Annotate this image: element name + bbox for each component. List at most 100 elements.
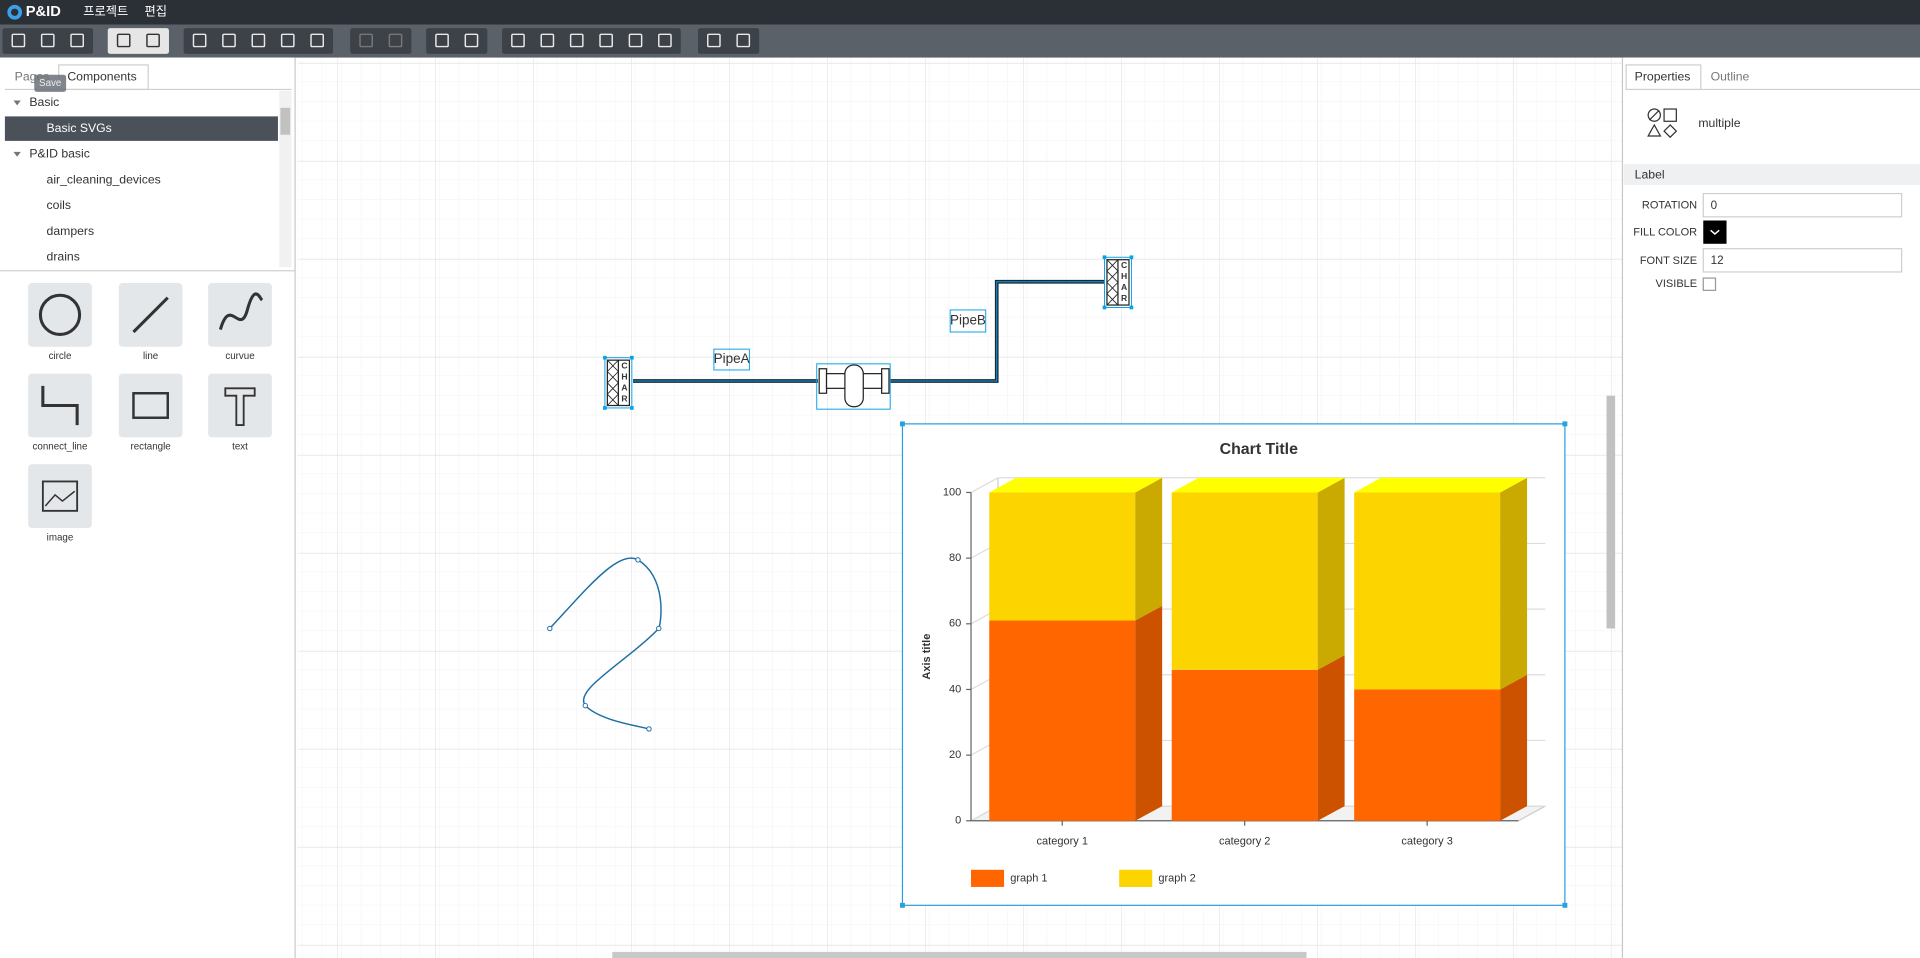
toolbar-button[interactable] <box>540 33 555 48</box>
symbol-text: C <box>1121 260 1127 270</box>
y-tick-label: 80 <box>949 552 961 564</box>
toolbar-button[interactable] <box>464 33 479 48</box>
tree-group[interactable]: P&ID basic <box>29 147 90 161</box>
bar-side <box>1500 674 1528 821</box>
legend-swatch[interactable] <box>971 869 1005 887</box>
tooltip: Save <box>39 78 61 89</box>
toolbar-button[interactable] <box>388 33 403 48</box>
symbol-cross <box>1106 259 1119 272</box>
toolbar-button[interactable] <box>707 33 721 48</box>
field-label: FILL COLOR <box>1633 227 1697 239</box>
handle <box>603 406 607 410</box>
palette-label: line <box>143 351 158 362</box>
palette-label: circle <box>49 351 72 362</box>
palette-glyph <box>224 387 256 427</box>
bar-side <box>1317 655 1345 821</box>
palette-glyph <box>41 385 79 426</box>
tab[interactable]: Properties <box>1635 69 1691 83</box>
tree-group[interactable]: Basic <box>29 95 59 109</box>
tree-toggle[interactable] <box>13 100 21 106</box>
toolbar-button[interactable] <box>146 33 160 48</box>
toolbar-button[interactable] <box>569 33 584 48</box>
tree-item[interactable]: air_cleaning_devices <box>47 172 161 186</box>
toolbar-button[interactable] <box>70 33 84 48</box>
toolbar-button[interactable] <box>40 33 55 48</box>
toolbar-button[interactable] <box>222 33 236 48</box>
logo: P&ID <box>26 4 61 20</box>
valve[interactable] <box>816 363 891 410</box>
tree-item[interactable]: Basic SVGs <box>47 121 112 135</box>
bar-segment[interactable] <box>1354 689 1501 821</box>
tab[interactable]: Outline <box>1711 69 1750 83</box>
grid-line-wall <box>970 477 999 494</box>
bar-segment[interactable] <box>989 492 1136 621</box>
pipe-label[interactable]: PipeA <box>714 351 750 366</box>
tree-item[interactable]: drains <box>47 249 80 263</box>
symbol-text: R <box>1121 293 1128 303</box>
legend-label[interactable]: graph 1 <box>1010 872 1047 884</box>
field-input[interactable] <box>1702 248 1903 273</box>
toolbar-button[interactable] <box>736 33 751 48</box>
h-scrollbar[interactable] <box>612 951 1307 958</box>
toolbar-button[interactable] <box>280 33 295 48</box>
palette-label: rectangle <box>130 442 170 453</box>
palette-tile[interactable] <box>28 282 92 347</box>
y-tick-label: 60 <box>949 618 961 630</box>
checkbox[interactable] <box>1702 277 1717 291</box>
chart-handles <box>900 421 1568 908</box>
toolbar-button[interactable] <box>628 33 643 48</box>
pipe-label[interactable]: PipeB <box>950 313 986 328</box>
symbol-text: C <box>621 361 627 371</box>
toolbar-button[interactable] <box>251 33 266 48</box>
menu-item[interactable]: 프로젝트 <box>83 4 128 18</box>
palette-tile[interactable] <box>28 464 92 529</box>
color-swatch[interactable] <box>1703 220 1727 244</box>
handle <box>630 406 634 410</box>
legend-swatch[interactable] <box>1119 869 1153 887</box>
symbol-text: A <box>1121 282 1127 292</box>
palette-label: curvue <box>225 351 254 362</box>
toolbar-button[interactable] <box>599 33 613 48</box>
palette-glyph <box>132 392 169 419</box>
y-tick-label: 40 <box>949 683 961 695</box>
tree-item[interactable]: coils <box>47 198 71 212</box>
palette-glyph <box>132 296 169 334</box>
tooltip-bg <box>34 74 67 92</box>
label-selection <box>949 309 987 333</box>
toolbar-button[interactable] <box>116 33 131 48</box>
toolbar-button[interactable] <box>511 33 525 48</box>
bar-segment[interactable] <box>1354 492 1501 690</box>
multiple-icon <box>1647 108 1678 139</box>
menu-item[interactable]: 편집 <box>144 4 167 18</box>
toolbar-button[interactable] <box>435 33 449 48</box>
toolbar-button[interactable] <box>310 33 324 48</box>
symbol-cross <box>607 359 619 372</box>
palette-tile[interactable] <box>118 373 183 438</box>
tab[interactable]: Components <box>67 69 136 83</box>
bar-segment[interactable] <box>1171 492 1318 670</box>
tree-item[interactable]: dampers <box>47 224 95 238</box>
v-scrollbar[interactable] <box>1606 395 1616 629</box>
toolbar-button[interactable] <box>11 33 26 48</box>
symbol-text: H <box>621 372 627 382</box>
field-input[interactable] <box>1702 192 1903 218</box>
scrollbar-thumb[interactable] <box>280 107 291 135</box>
tab-active[interactable] <box>1625 64 1702 91</box>
legend-label[interactable]: graph 2 <box>1158 872 1195 884</box>
bar-segment[interactable] <box>989 620 1136 821</box>
toolbar-button[interactable] <box>192 33 207 48</box>
toolbar-icons <box>2 28 760 54</box>
handle <box>1102 305 1107 310</box>
tree-toggle[interactable] <box>13 151 21 157</box>
toolbar-button[interactable] <box>658 33 672 48</box>
palette-tile[interactable] <box>208 373 272 438</box>
bar-side <box>1135 605 1163 821</box>
toolbar-button[interactable] <box>359 33 373 48</box>
palette-tile[interactable] <box>208 282 272 347</box>
symbol-cross <box>1106 270 1119 283</box>
bar-segment[interactable] <box>1171 669 1318 821</box>
symbol-cross <box>1106 293 1119 306</box>
bar-side <box>1500 477 1528 690</box>
palette-glyph <box>38 293 82 336</box>
